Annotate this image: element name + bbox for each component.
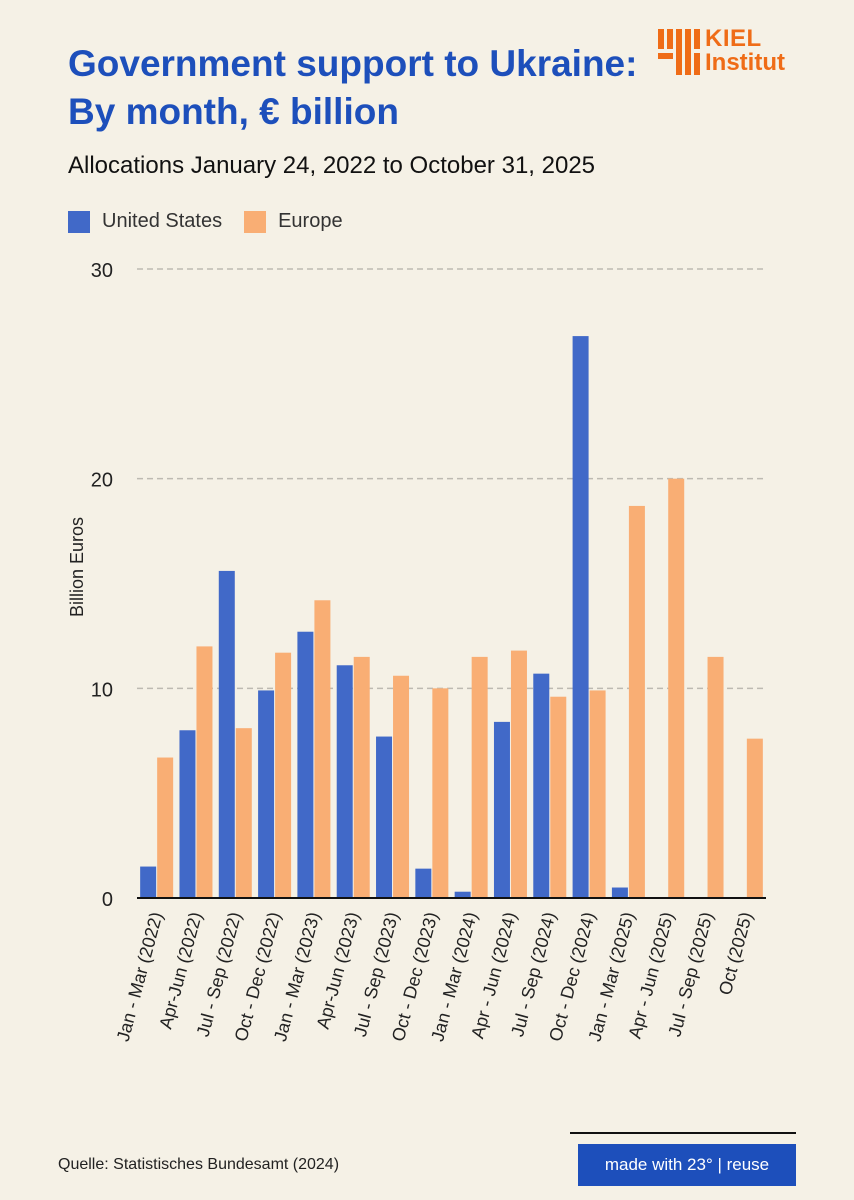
bar-europe xyxy=(275,652,292,898)
bar-us xyxy=(611,887,628,898)
made-with-button[interactable]: made with 23° | reuse xyxy=(578,1144,796,1186)
bar-us xyxy=(179,730,196,898)
bar-europe xyxy=(196,646,213,898)
bar-us xyxy=(454,891,471,898)
bar-europe xyxy=(157,757,174,898)
y-axis-label: Billion Euros xyxy=(67,517,87,617)
source-note: Quelle: Statistisches Bundesamt (2024) xyxy=(58,1156,340,1173)
bar-europe xyxy=(235,728,252,898)
bar-us xyxy=(572,336,589,898)
logo-bars-icon xyxy=(658,29,700,75)
bar-us xyxy=(415,868,432,898)
x-tick-label: Oct (2025) xyxy=(715,910,756,997)
bar-europe xyxy=(353,656,370,898)
y-tick-label: 10 xyxy=(91,679,113,701)
y-tick-label: 20 xyxy=(91,470,113,492)
legend-label-us: United States xyxy=(102,210,223,232)
chart-subtitle: Allocations January 24, 2022 to October … xyxy=(68,152,596,179)
bar-europe xyxy=(746,738,763,898)
bar-europe xyxy=(314,600,331,898)
bar-us xyxy=(533,673,550,898)
bar-us xyxy=(336,665,353,898)
legend: United States Europe xyxy=(68,210,365,233)
legend-label-europe: Europe xyxy=(278,210,343,232)
bar-europe xyxy=(393,675,410,898)
bar-europe xyxy=(550,696,567,898)
chart-title: Government support to Ukraine: By month,… xyxy=(68,43,638,132)
bar-europe xyxy=(707,656,724,898)
kiel-institut-logo: KIEL Institut xyxy=(658,25,808,77)
legend-item-us[interactable]: United States xyxy=(68,210,222,233)
logo-text-kiel: KIEL xyxy=(705,25,762,52)
legend-item-europe[interactable]: Europe xyxy=(244,210,343,233)
logo-text-institut: Institut xyxy=(705,49,785,76)
y-tick-label: 0 xyxy=(102,889,113,911)
bar-europe xyxy=(628,505,645,898)
bar-us xyxy=(493,721,510,898)
bar-europe xyxy=(432,688,449,898)
footer-divider xyxy=(570,1132,796,1134)
y-tick-label: 30 xyxy=(91,260,113,282)
bar-us xyxy=(258,690,275,898)
bar-europe xyxy=(589,690,606,898)
bar-europe xyxy=(668,478,685,898)
bar-us xyxy=(376,736,393,898)
bar-europe xyxy=(510,650,527,898)
bar-us xyxy=(297,631,314,898)
legend-swatch-europe xyxy=(244,210,267,233)
legend-swatch-us xyxy=(68,210,90,233)
bar-us xyxy=(218,570,235,898)
bar-us xyxy=(140,866,157,898)
bar-europe xyxy=(471,656,488,898)
